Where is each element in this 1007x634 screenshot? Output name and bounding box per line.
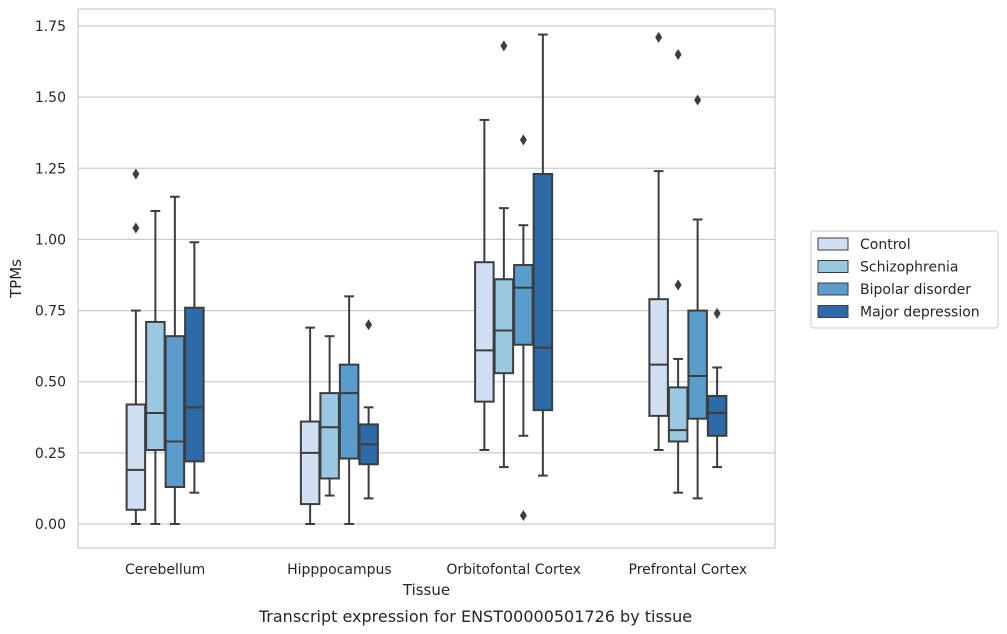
- outlier-point: [500, 40, 508, 52]
- y-tick-label: 1.75: [35, 19, 66, 35]
- legend-label: Schizophrenia: [860, 260, 958, 276]
- outlier-point: [674, 48, 682, 60]
- y-tick-label: 0.25: [35, 446, 66, 462]
- x-axis-label: Tissue: [402, 581, 450, 599]
- plot-frame: [77, 8, 776, 549]
- box-major-depression: [358, 319, 379, 500]
- legend-swatch: [817, 305, 849, 318]
- box-bipolar-disorder: [513, 134, 534, 521]
- outlier-point: [519, 134, 527, 146]
- iqr-box: [338, 363, 360, 460]
- outlier-point: [365, 319, 373, 331]
- outlier-point: [674, 279, 682, 291]
- iqr-box: [667, 386, 689, 443]
- legend-swatch: [817, 237, 849, 251]
- legend-swatch: [817, 282, 849, 296]
- y-tick-label: 1.25: [35, 161, 66, 177]
- iqr-box: [184, 306, 205, 463]
- x-tick-label: Cerebellum: [125, 562, 205, 578]
- iqr-box: [319, 392, 340, 480]
- iqr-box: [164, 335, 186, 489]
- x-tick-label: Prefrontal Cortex: [629, 562, 748, 578]
- iqr-box: [145, 320, 166, 452]
- box-major-depression: [532, 33, 554, 477]
- outlier-point: [132, 222, 140, 234]
- y-tick-label: 0.75: [35, 304, 66, 320]
- outlier-point: [519, 509, 527, 521]
- chart-caption: Transcript expression for ENST0000050172…: [258, 607, 692, 626]
- box-schizophrenia: [493, 40, 515, 469]
- legend-frame: [810, 230, 999, 329]
- iqr-box: [474, 261, 495, 403]
- x-axis-ticks: Cerebellum Hipppocampus Orbitofontal Corte…: [125, 562, 747, 578]
- iqr-box: [493, 278, 515, 375]
- outlier-point: [713, 307, 721, 319]
- legend-label: Bipolar disorder: [860, 282, 971, 298]
- x-tick-label: Hipppocampus: [287, 562, 392, 578]
- outlier-point: [132, 168, 140, 180]
- box-major-depression: [706, 307, 728, 469]
- outlier-point: [655, 31, 663, 43]
- iqr-box: [299, 420, 321, 506]
- legend-swatch: [817, 260, 849, 273]
- y-tick-label: 1.50: [35, 90, 66, 106]
- iqr-box: [687, 309, 708, 420]
- outlier-point: [694, 94, 702, 106]
- y-tick-label: 0.50: [35, 375, 66, 391]
- y-axis-ticks: 0.00 0.25 0.50 0.75 1.00 1.25 1.50 1.75: [35, 19, 66, 533]
- box-schizophrenia: [319, 335, 340, 497]
- iqr-box: [125, 403, 147, 511]
- box-schizophrenia: [667, 48, 689, 494]
- legend-label: Major depression: [860, 305, 980, 321]
- legend: Control Schizophrenia Bipolar disorder Majo…: [810, 230, 999, 329]
- y-tick-label: 0.00: [35, 517, 66, 533]
- box-bipolar-disorder: [687, 94, 708, 500]
- iqr-box: [532, 172, 554, 412]
- box-control: [299, 326, 321, 525]
- box-control: [648, 31, 669, 452]
- legend-label: Control: [860, 237, 911, 253]
- iqr-box: [706, 394, 728, 437]
- box-control: [474, 118, 495, 452]
- x-tick-label: Orbitofontal Cortex: [446, 562, 581, 578]
- iqr-box: [648, 298, 669, 417]
- box-control: [125, 168, 147, 525]
- box-bipolar-disorder: [164, 195, 186, 525]
- box-schizophrenia: [145, 209, 166, 525]
- y-tick-label: 1.00: [35, 232, 66, 248]
- box-major-depression: [184, 241, 205, 494]
- plot-series: [125, 31, 728, 525]
- y-axis-label: TPMs: [7, 259, 25, 299]
- box-bipolar-disorder: [338, 295, 360, 525]
- iqr-box: [513, 264, 534, 346]
